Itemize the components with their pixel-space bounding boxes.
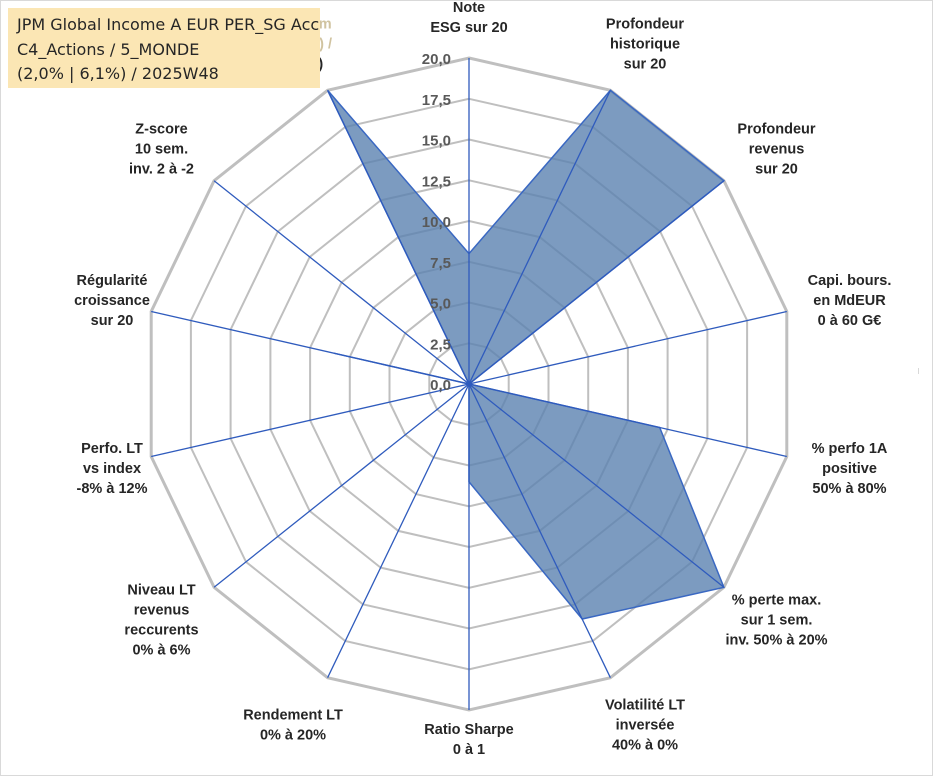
axis-label-4-line-2: 50% à 80%	[812, 481, 886, 497]
axis-label-2-line-1: revenus	[749, 141, 805, 157]
tick-label-6: 15,0	[422, 133, 451, 150]
spoke-1	[468, 90, 611, 385]
axis-label-group-8: Rendement LT 0% à 20%	[243, 708, 343, 744]
axis-label-9-line-2: reccurents	[124, 623, 198, 639]
axis-label-6-line-1: inversée	[616, 718, 675, 734]
tick-label-7: 17,5	[422, 92, 451, 109]
title-line-1: JPM Global Income A EUR PER_SG Acc	[17, 15, 320, 34]
tick-label-8: 20,0	[422, 51, 451, 68]
tick-label-4: 10,0	[422, 214, 451, 231]
tick-label-3: 7,5	[430, 255, 451, 272]
axis-label-2-line-0: Profondeur	[737, 121, 815, 137]
axis-label-2-line-2: sur 20	[755, 161, 798, 177]
axis-label-11-line-1: croissance	[74, 293, 150, 309]
axis-label-5-line-0: % perte max.	[732, 593, 821, 609]
spoke-9	[213, 383, 470, 588]
spoke-6	[468, 383, 611, 678]
spoke-2	[468, 180, 725, 385]
axis-label-1-line-0: Profondeur	[606, 16, 684, 32]
axis-label-11-line-0: Régularité	[77, 273, 148, 289]
axis-label-6-line-0: Volatilité LT	[605, 698, 685, 714]
tick-label-2: 5,0	[430, 296, 451, 313]
spoke-13	[327, 90, 470, 385]
title-line-3: (2,0% | 6,1%) / 2025W48	[17, 64, 219, 83]
axis-label-0-line-1: ESG sur 20	[430, 20, 507, 36]
axis-label-7-line-1: 0 à 1	[453, 742, 485, 758]
axis-label-8-line-1: 0% à 20%	[260, 728, 326, 744]
axis-label-0-line-0: Note	[453, 0, 485, 16]
axis-label-4-line-0: % perfo 1A	[812, 441, 888, 457]
axis-label-group-9: Niveau LT revenus reccurents 0% à 6%	[124, 583, 198, 659]
axis-label-group-7: Ratio Sharpe 0 à 1	[424, 722, 513, 758]
axis-label-11-line-2: sur 20	[91, 313, 134, 329]
axis-label-12-line-0: Z-score	[135, 121, 187, 137]
spoke-12	[213, 180, 470, 385]
spoke-3	[468, 310, 787, 385]
axis-label-9-line-3: 0% à 6%	[132, 643, 190, 659]
tick-label-5: 12,5	[422, 173, 451, 190]
tick-label-1: 2,5	[430, 336, 451, 353]
axis-label-6-line-2: 40% à 0%	[612, 738, 678, 754]
title-line-2: C4_Actions / 5_MONDE	[17, 40, 200, 59]
axis-label-group-4: % perfo 1A positive 50% à 80%	[812, 441, 888, 497]
axis-label-group-10: Perfo. LT vs index -8% à 12%	[77, 441, 148, 497]
spoke-5	[468, 383, 725, 588]
axis-label-7-line-0: Ratio Sharpe	[424, 722, 513, 738]
axis-label-9-line-0: Niveau LT	[127, 583, 195, 599]
axis-label-4-line-1: positive	[822, 461, 877, 477]
category-labels: Note ESG sur 20 Profondeur historique sur 20…	[74, 0, 891, 758]
axis-label-1-line-1: historique	[610, 36, 680, 52]
axis-label-group-11: Régularité croissance sur 20	[74, 273, 150, 329]
axis-label-group-5: % perte max. sur 1 sem. inv. 50% à 20%	[725, 593, 827, 649]
axis-label-group-6: Volatilité LT inversée 40% à 0%	[605, 698, 685, 754]
radar-series	[151, 58, 787, 710]
spoke-4	[468, 383, 787, 458]
axis-label-group-2: Profondeur revenus sur 20	[737, 121, 815, 177]
tick-label-0: 0,0	[430, 377, 451, 394]
axis-label-10-line-1: vs index	[83, 461, 141, 477]
spoke-11	[151, 310, 470, 385]
axis-label-8-line-0: Rendement LT	[243, 708, 343, 724]
axis-label-9-line-1: revenus	[134, 603, 190, 619]
axis-label-10-line-2: -8% à 12%	[77, 481, 148, 497]
axis-label-group-3: Capi. bours. en MdEUR 0 à 60 G€	[808, 273, 892, 329]
spoke-10	[151, 383, 470, 458]
axis-label-group-12: Z-score 10 sem. inv. 2 à -2	[129, 121, 194, 177]
axis-label-1-line-2: sur 20	[624, 56, 667, 72]
axis-label-3-line-2: 0 à 60 G€	[818, 313, 882, 329]
axis-label-5-line-2: inv. 50% à 20%	[725, 633, 827, 649]
axis-label-5-line-1: sur 1 sem.	[741, 613, 813, 629]
axis-label-group-1: Profondeur historique sur 20	[606, 16, 684, 72]
axis-label-3-line-1: en MdEUR	[813, 293, 886, 309]
spoke-8	[327, 383, 470, 678]
axis-label-group-0: Note ESG sur 20	[430, 0, 507, 36]
frame-tick	[918, 368, 923, 374]
radial-tick-labels: 0,0 2,5 5,0 7,5 10,0 12,5 15,0 17,5 20,0	[422, 51, 451, 394]
axis-label-3-line-0: Capi. bours.	[808, 273, 892, 289]
axis-label-12-line-1: 10 sem.	[135, 141, 188, 157]
axis-label-10-line-0: Perfo. LT	[81, 441, 143, 457]
axis-label-12-line-2: inv. 2 à -2	[129, 161, 194, 177]
chart-title-box: JPM Global Income A EUR PER_SG Acc C4_Ac…	[8, 8, 320, 88]
